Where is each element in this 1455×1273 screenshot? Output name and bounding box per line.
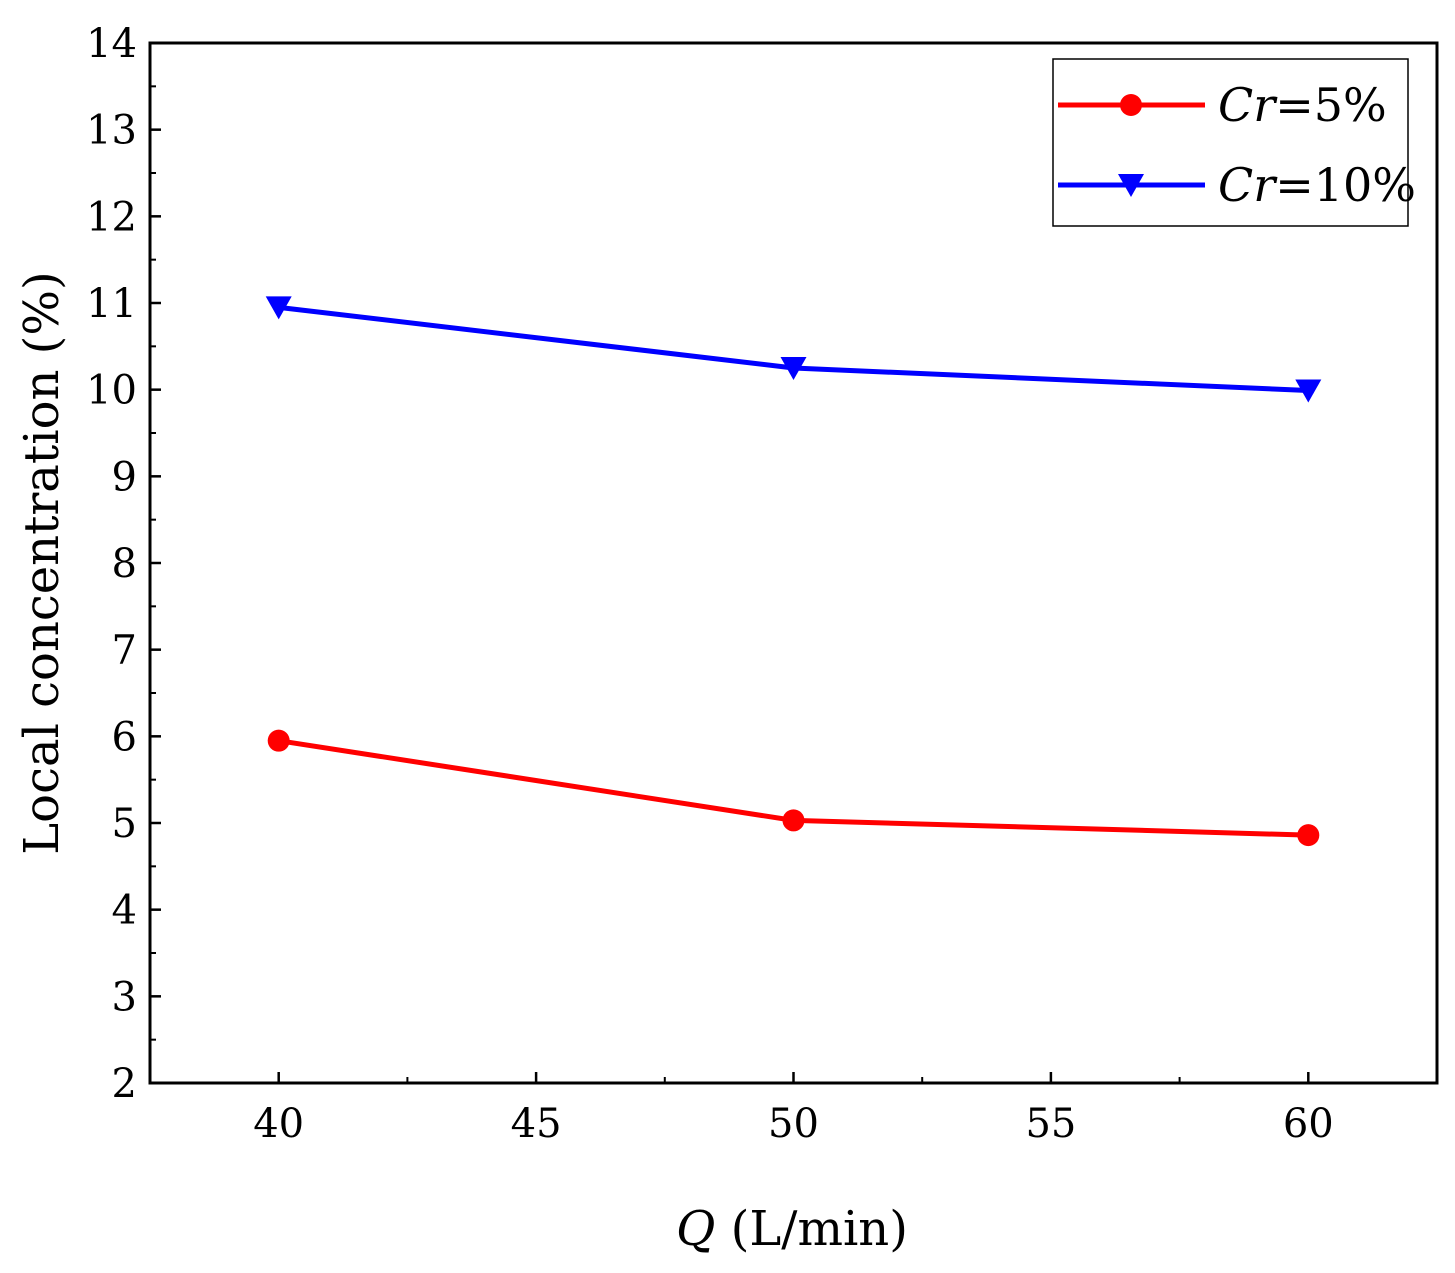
axis-ticks bbox=[150, 41, 1310, 1085]
x-axis-title-variable: Q bbox=[676, 1201, 715, 1257]
x-tick-label: 45 bbox=[511, 1101, 562, 1147]
y-tick-label: 5 bbox=[112, 801, 137, 847]
y-tick-label: 14 bbox=[86, 21, 137, 67]
data-point-cr-5 bbox=[267, 729, 290, 752]
y-tick-label: 13 bbox=[86, 108, 137, 154]
y-tick-label: 6 bbox=[112, 714, 137, 760]
data-point-cr-5 bbox=[1297, 824, 1320, 847]
x-tick-label: 40 bbox=[253, 1101, 304, 1147]
series-layer bbox=[265, 296, 1322, 847]
y-tick-label: 11 bbox=[86, 281, 137, 327]
y-tick-label: 7 bbox=[112, 628, 137, 674]
x-tick-label: 50 bbox=[768, 1101, 819, 1147]
y-tick-label: 4 bbox=[112, 888, 137, 934]
y-tick-label: 9 bbox=[112, 454, 137, 500]
legend-label-cr-10: Cr=10% bbox=[1218, 158, 1416, 212]
legend-marker-cr-5 bbox=[1120, 94, 1142, 116]
x-axis-title: Q (L/min) bbox=[676, 1201, 908, 1257]
y-axis-title: Local concentration (%) bbox=[14, 271, 70, 854]
legend-marker-cr-10 bbox=[1118, 174, 1144, 197]
y-tick-label: 10 bbox=[86, 368, 137, 414]
legend-label-variable: Cr bbox=[1218, 78, 1278, 132]
data-point-cr-10 bbox=[780, 357, 807, 380]
legend-label-value: =5% bbox=[1275, 78, 1387, 132]
legend-label-variable: Cr bbox=[1218, 158, 1278, 212]
x-tick-label: 55 bbox=[1025, 1101, 1076, 1147]
legend-label-value: =10% bbox=[1275, 158, 1416, 212]
data-point-cr-10 bbox=[265, 296, 292, 320]
y-tick-label: 3 bbox=[112, 974, 137, 1020]
legend-label-cr-5: Cr=5% bbox=[1218, 78, 1387, 132]
y-tick-label: 12 bbox=[86, 194, 137, 240]
y-tick-label: 8 bbox=[112, 541, 137, 587]
legend: Cr=5%Cr=10% bbox=[1052, 58, 1416, 227]
x-axis-title-unit: (L/min) bbox=[715, 1201, 908, 1257]
x-tick-label: 60 bbox=[1283, 1101, 1334, 1147]
y-tick-label: 2 bbox=[112, 1061, 137, 1107]
legend-frame bbox=[1052, 58, 1409, 227]
data-point-cr-5 bbox=[782, 809, 805, 832]
data-point-cr-10 bbox=[1295, 379, 1322, 403]
